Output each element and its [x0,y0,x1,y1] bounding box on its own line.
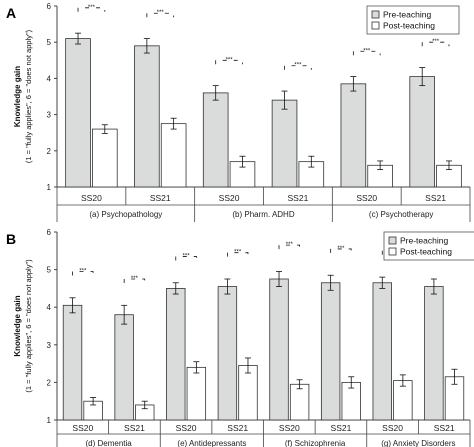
bar-pre-teaching [340,83,367,188]
legend-label-pre: Pre-teaching [400,236,448,246]
x-group-label: (b) Pharm. ADHD [232,210,294,219]
legend-label-post: Post-teaching [383,21,435,31]
y-tick-label-a: 4 [47,74,52,83]
bar-post-teaching [160,123,187,188]
significance-bracket [330,248,352,253]
x-category-label: SS20 [219,193,240,203]
y-tick-label-b: 5 [47,266,52,275]
x-group-label: (c) Psychotherapy [369,210,433,219]
significance-bracket [77,7,106,12]
legend-label-pre: Pre-teaching [383,10,431,20]
bar-pre-teaching [114,314,134,421]
significance-label: *** [183,253,191,259]
y-tick-label-a: 3 [47,111,52,120]
x-category-label: SS20 [176,423,197,433]
y-tick-label-a: 2 [47,147,52,156]
x-category-label: SS20 [279,423,300,433]
significance-label: *** [337,246,345,252]
significance-bracket [146,12,175,18]
significance-label: *** [286,242,294,248]
significance-label: *** [79,268,87,274]
x-group-label: (f) Schizophrenia [285,439,346,447]
bar-pre-teaching [134,45,160,188]
bar-post-teaching [289,383,310,421]
x-category-label: SS20 [356,193,377,203]
bar-pre-teaching [372,282,392,421]
legend-swatch-pre [388,236,397,245]
significance-label: *** [294,63,302,69]
bar-post-teaching [186,366,207,421]
significance-bracket [284,65,312,70]
bar-pre-teaching [320,282,341,421]
significance-label: *** [88,5,96,11]
significance-bracket [352,50,381,56]
significance-label: *** [131,276,139,282]
bar-pre-teaching [65,38,91,188]
bar-post-teaching [92,128,118,188]
legend-box-b [383,231,474,261]
x-category-label: SS21 [288,193,309,203]
y-tick-label-b: 1 [47,416,52,425]
significance-label: *** [432,39,440,45]
x-category-label: SS20 [81,193,102,203]
y-axis-title-b: Knowledge gain [13,295,22,356]
y-tick-label-a: 5 [47,38,52,47]
bar-pre-teaching [424,286,444,421]
x-group-label: (a) Psychopathology [89,210,162,219]
y-tick-label-b: 4 [47,303,52,312]
x-category-label: SS20 [382,423,403,433]
bar-pre-teaching [62,304,83,421]
x-category-label: SS21 [331,423,352,433]
legend-label-post: Post-teaching [400,247,452,257]
y-tick-label-b: 6 [47,228,52,237]
bar-pre-teaching [202,92,229,188]
panel-label-a: A [6,5,16,21]
y-tick-label-b: 3 [47,341,52,350]
legend-swatch-pre [371,10,380,19]
y-tick-label-b: 2 [47,378,52,387]
significance-bracket [278,244,301,250]
significance-bracket [215,59,243,65]
bar-pre-teaching [217,286,238,421]
significance-label: *** [234,250,242,256]
x-group-label: (e) Antidepressants [177,439,246,447]
y-tick-label-a: 6 [47,2,52,11]
bar-pre-teaching [409,76,435,188]
significance-bracket [72,271,94,276]
x-group-label: (g) Anxiety Disorders [381,439,455,447]
y-axis-subtitle-a: (1 = "fully applies", 6 = "does not appl… [24,29,33,163]
x-category-label: SS20 [72,423,93,433]
significance-label: *** [226,57,234,63]
significance-bracket [175,256,197,261]
significance-label: *** [157,10,165,16]
x-category-label: SS21 [425,193,446,203]
y-tick-label-a: 1 [47,183,52,192]
legend-box-a [366,5,460,35]
bar-pre-teaching [271,99,298,188]
bar-post-teaching [238,365,258,421]
panel-label-b: B [6,231,16,247]
legend-swatch-post [371,21,380,30]
legend-swatch-post [388,247,397,256]
x-group-label: (d) Dementia [86,439,133,447]
bar-pre-teaching [166,287,186,421]
significance-bracket [226,252,249,257]
significance-label: *** [363,48,371,54]
y-axis-title-a: Knowledge gain [13,66,22,127]
x-category-label: SS21 [434,423,455,433]
significance-bracket [123,278,146,283]
bar-pre-teaching [269,278,289,421]
x-category-label: SS21 [124,423,145,433]
x-category-label: SS21 [227,423,248,433]
y-axis-subtitle-b: (1 = "fully applies", 6 = "does not appl… [24,259,33,393]
x-category-label: SS21 [150,193,171,203]
significance-bracket [421,41,450,47]
